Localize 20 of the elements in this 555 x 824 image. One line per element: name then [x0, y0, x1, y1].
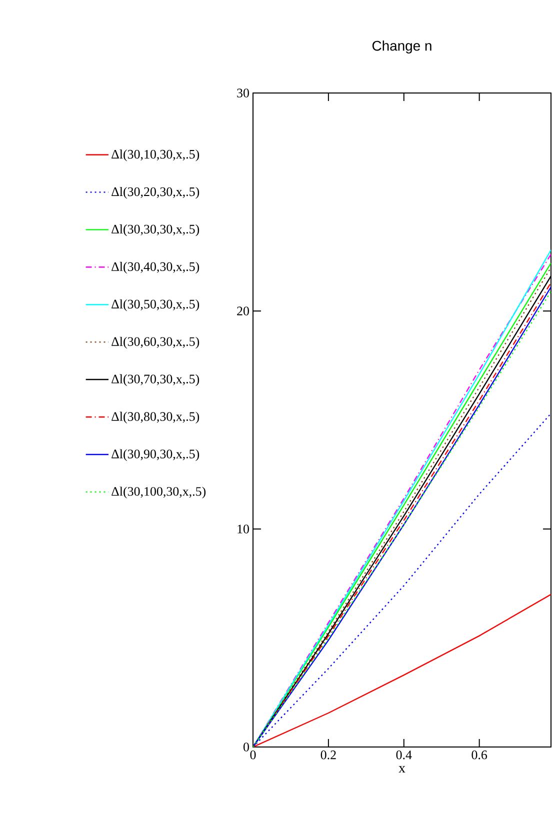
legend-label: Δl(30,40,30,x,.5) — [112, 262, 200, 274]
chart-title: Change n — [372, 40, 432, 54]
x-tick-label: 0.4 — [396, 750, 412, 760]
legend-label: Δl(30,10,30,x,.5) — [112, 150, 200, 162]
x-axis-title: x — [398, 766, 406, 773]
y-tick-label: 30 — [237, 88, 249, 98]
legend-label: Δl(30,30,30,x,.5) — [112, 224, 200, 236]
legend-label: Δl(30,50,30,x,.5) — [112, 299, 200, 312]
legend-label: Δl(30,60,30,x,.5) — [112, 336, 200, 349]
x-tick-label: 0.6 — [472, 750, 488, 760]
legend-label: Δl(30,70,30,x,.5) — [112, 374, 200, 386]
legend-label: Δl(30,20,30,x,.5) — [112, 186, 200, 199]
y-tick-label: 20 — [237, 306, 249, 316]
x-tick-label: 0.2 — [320, 750, 336, 760]
x-tick-label: 0 — [250, 750, 256, 760]
y-tick-label: 10 — [238, 524, 249, 534]
legend-label: Δl(30,80,30,x,.5) — [112, 412, 200, 424]
legend-label: Δl(30,100,30,x,.5) — [112, 486, 206, 498]
y-tick-label: 0 — [244, 742, 249, 752]
legend-label: Δl(30,90,30,x,.5) — [112, 449, 200, 461]
